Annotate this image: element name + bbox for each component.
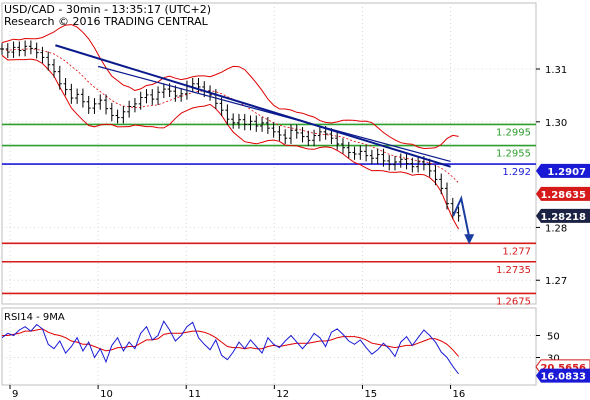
trendlines (55, 44, 451, 168)
price-tick-label: 1.31 (545, 65, 567, 76)
support-resistance-levels: 1.2995 1.2955 1.292 1.277 1.2735 1.2675 (2, 123, 536, 307)
projection-path (452, 195, 471, 238)
time-tick-label: 15 (364, 389, 377, 400)
price-badge (536, 208, 590, 223)
level-label-resistance-1: 1.2955 (496, 149, 531, 160)
time-tick-label: 9 (12, 389, 18, 400)
rsi-tick-label: 50 (547, 332, 560, 343)
time-tick-label: 12 (276, 389, 289, 400)
level-label-support-2: 1.2735 (496, 265, 531, 276)
rsi-badge (536, 368, 590, 383)
bollinger-bands (1, 24, 460, 230)
price-badge (536, 186, 590, 201)
rsi-panel-frame (1, 307, 537, 386)
time-tick-label: 10 (100, 389, 113, 400)
price-badge-label: 1.28635 (540, 190, 586, 201)
price-axis: 1.31 1.30 1.28 1.27 (536, 65, 567, 287)
trendline (97, 65, 451, 163)
bollinger-lower (1, 54, 460, 230)
projection-arrow (452, 195, 475, 245)
projection-arrowhead (464, 234, 475, 245)
price-tick-label: 1.30 (545, 118, 567, 129)
trendline (55, 44, 451, 168)
grid (2, 3, 536, 385)
level-label-resistance-2: 1.2995 (496, 127, 531, 138)
price-badge-label: 1.28218 (540, 212, 586, 223)
rsi-title: RSI14 - 9MA (4, 312, 65, 323)
price-badges: 1.2907 1.28635 1.28218 (536, 163, 590, 223)
price-panel-frame (1, 2, 537, 305)
rsi-ma-line (2, 328, 459, 357)
chart-title: USD/CAD - 30min - 13:35:17 (UTC+2) (4, 3, 211, 16)
level-label-pivot: 1.292 (502, 167, 531, 178)
rsi-badge-label: 16.0833 (540, 372, 586, 383)
level-label-support-1: 1.277 (502, 246, 531, 257)
price-tick-label: 1.27 (545, 276, 567, 287)
time-axis: 9 10 11 12 15 16 (9, 385, 466, 400)
time-tick-label: 16 (453, 389, 466, 400)
rsi-tick-label: 30 (547, 354, 560, 365)
rsi-line (1, 320, 459, 375)
bollinger-upper (1, 24, 459, 150)
price-tick-label: 1.28 (545, 223, 567, 234)
level-label-support-3: 1.2675 (496, 296, 531, 307)
chart-copyright: Research © 2016 TRADING CENTRAL (4, 15, 209, 28)
time-tick-label: 11 (188, 389, 201, 400)
rsi-badge-label: 20.5656 (540, 363, 586, 374)
price-badge (536, 163, 590, 178)
price-badge-label: 1.2907 (547, 167, 586, 178)
